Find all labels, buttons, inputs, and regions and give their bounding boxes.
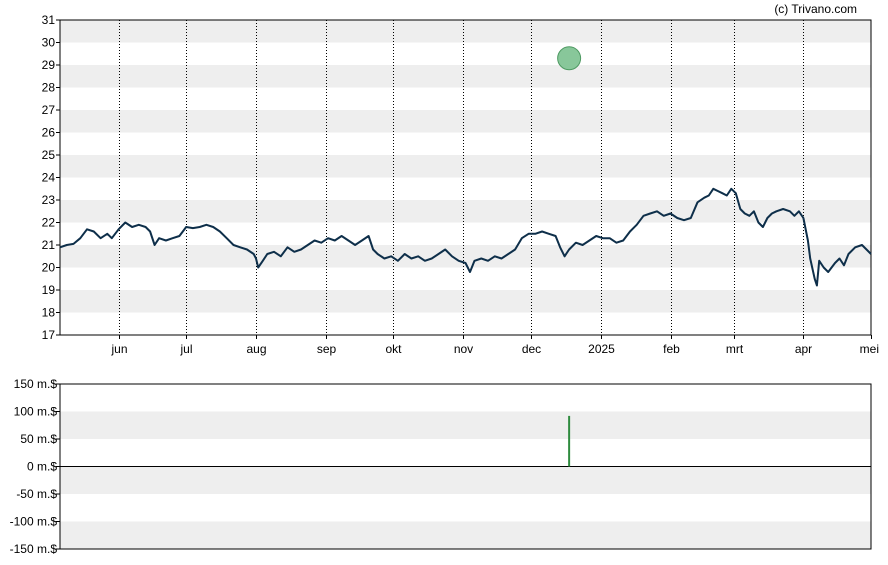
x-tick-label: mei bbox=[860, 342, 879, 356]
price-x-axis: jun jul aug sep okt nov dec 2025 feb mrt apr mei bbox=[110, 335, 879, 356]
x-tick-label: dec bbox=[522, 342, 541, 356]
price-band bbox=[60, 110, 871, 133]
x-tick-label: jul bbox=[179, 342, 192, 356]
y-tick-label: 26 bbox=[42, 126, 56, 140]
volume-band bbox=[60, 466, 871, 494]
y-tick-label: 19 bbox=[42, 283, 56, 297]
credit-label: (c) Trivano.com bbox=[774, 2, 857, 16]
y-tick-label: 21 bbox=[42, 238, 56, 252]
volume-band bbox=[60, 521, 871, 549]
price-band bbox=[60, 200, 871, 223]
x-tick-label: jun bbox=[110, 342, 127, 356]
volume-tick-label: 150 m.$ bbox=[14, 377, 58, 391]
y-tick-label: 22 bbox=[42, 216, 56, 230]
y-tick-label: 25 bbox=[42, 148, 56, 162]
y-tick-label: 29 bbox=[42, 58, 56, 72]
x-tick-label: 2025 bbox=[588, 342, 615, 356]
volume-tick-label: 50 m.$ bbox=[20, 432, 57, 446]
y-tick-label: 24 bbox=[42, 171, 56, 185]
volume-y-axis: 150 m.$ 100 m.$ 50 m.$ 0 m.$ -50 m.$ -100 m.$… bbox=[10, 377, 60, 556]
volume-tick-label: -50 m.$ bbox=[16, 487, 57, 501]
y-tick-label: 20 bbox=[42, 261, 56, 275]
price-line bbox=[59, 187, 872, 287]
price-panel: 17 18 19 20 21 22 23 24 25 26 27 28 29 30 31 jun jul aug… bbox=[42, 13, 879, 356]
y-tick-label: 30 bbox=[42, 36, 56, 50]
price-band bbox=[60, 155, 871, 178]
price-band bbox=[60, 290, 871, 313]
y-tick-label: 23 bbox=[42, 193, 56, 207]
x-tick-label: mrt bbox=[726, 342, 744, 356]
x-tick-label: okt bbox=[385, 342, 402, 356]
price-band bbox=[60, 65, 871, 88]
event-marker bbox=[557, 46, 582, 71]
x-tick-label: aug bbox=[246, 342, 266, 356]
volume-tick-label: -150 m.$ bbox=[10, 542, 58, 556]
y-tick-label: 31 bbox=[42, 13, 56, 27]
y-tick-label: 17 bbox=[42, 328, 56, 342]
volume-band bbox=[60, 411, 871, 439]
y-tick-label: 18 bbox=[42, 306, 56, 320]
price-y-axis: 17 18 19 20 21 22 23 24 25 26 27 28 29 30 31 bbox=[42, 13, 60, 342]
x-tick-label: feb bbox=[663, 342, 680, 356]
volume-panel: 150 m.$ 100 m.$ 50 m.$ 0 m.$ -50 m.$ -100 m.$… bbox=[10, 377, 872, 556]
price-bands bbox=[60, 20, 871, 313]
volume-tick-label: -100 m.$ bbox=[10, 515, 58, 529]
y-tick-label: 28 bbox=[42, 81, 56, 95]
volume-bands bbox=[60, 411, 871, 549]
x-tick-label: sep bbox=[317, 342, 337, 356]
volume-tick-label: 0 m.$ bbox=[27, 460, 57, 474]
price-band bbox=[60, 20, 871, 43]
y-tick-label: 27 bbox=[42, 103, 56, 117]
x-tick-label: nov bbox=[454, 342, 473, 356]
x-tick-label: apr bbox=[795, 342, 812, 356]
volume-tick-label: 100 m.$ bbox=[14, 405, 58, 419]
